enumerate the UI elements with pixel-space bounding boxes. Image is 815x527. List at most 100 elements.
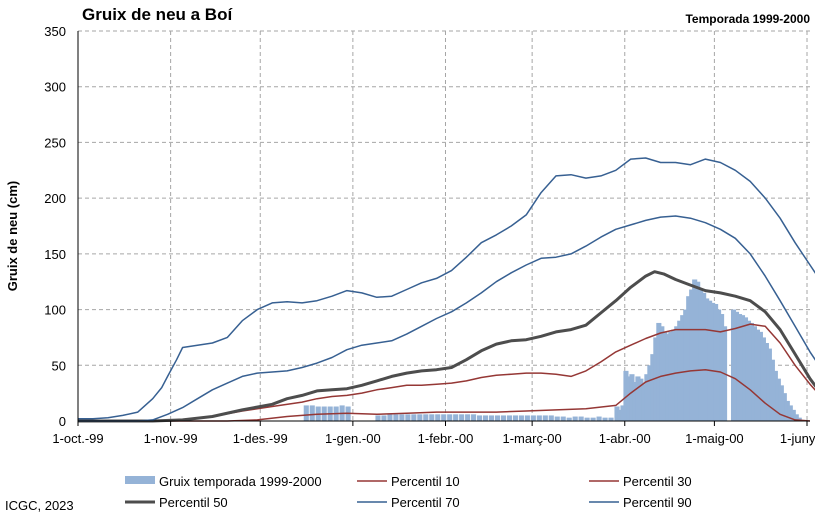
bar: [790, 409, 796, 421]
bar: [423, 414, 429, 421]
bar: [704, 298, 710, 421]
bar: [441, 414, 447, 421]
bar: [719, 314, 725, 421]
bar: [453, 414, 459, 421]
bar: [477, 415, 483, 421]
bar-series: [303, 279, 805, 421]
bar: [644, 374, 650, 421]
y-tick-label: 50: [52, 358, 66, 373]
bar: [518, 415, 524, 421]
y-tick-label: 250: [44, 135, 66, 150]
series-line: [78, 323, 815, 422]
bar: [766, 348, 772, 421]
bar: [748, 322, 755, 421]
bar: [707, 300, 713, 421]
bar: [566, 417, 572, 421]
series-line: [78, 157, 815, 420]
bar: [641, 384, 647, 421]
bar: [399, 414, 405, 421]
bar: [668, 331, 674, 421]
x-tick-label: 1-març-00: [503, 431, 562, 446]
bar: [623, 370, 629, 421]
bar: [647, 365, 653, 421]
bar: [387, 414, 393, 421]
bar: [775, 378, 781, 421]
bar: [665, 334, 671, 421]
y-tick-label: 300: [44, 80, 66, 95]
bar: [769, 359, 775, 421]
bar: [632, 382, 638, 421]
bar: [578, 416, 584, 421]
bar: [739, 315, 746, 421]
series-line: [78, 215, 815, 422]
bar: [465, 414, 471, 421]
bar: [736, 314, 743, 421]
bar: [787, 405, 793, 421]
legend-label: Percentil 70: [391, 495, 460, 510]
bar: [617, 409, 623, 421]
bar: [405, 414, 411, 421]
bar: [742, 317, 749, 421]
bar: [488, 415, 495, 421]
bar: [471, 414, 477, 421]
chart-subtitle: Temporada 1999-2000: [685, 12, 810, 26]
bar: [683, 309, 689, 421]
bar: [760, 337, 766, 421]
bar: [560, 416, 566, 421]
legend-label: Gruix temporada 1999-2000: [159, 474, 322, 489]
bar: [482, 415, 489, 421]
bar: [429, 414, 435, 421]
bar: [459, 414, 465, 421]
y-tick-label: 100: [44, 303, 66, 318]
bar: [417, 414, 423, 421]
bar: [710, 302, 716, 421]
bar: [614, 406, 620, 421]
x-tick-label: 1-des.-99: [233, 431, 288, 446]
bar: [716, 309, 722, 421]
x-tick-label: 1-juny-00: [780, 431, 815, 446]
bar: [638, 378, 644, 421]
bar: [781, 393, 787, 421]
bar: [309, 405, 315, 421]
bar: [554, 416, 560, 421]
x-tick-label: 1-maig-00: [685, 431, 744, 446]
bar: [692, 279, 698, 421]
bar: [303, 405, 309, 421]
bar: [596, 416, 602, 421]
bar: [796, 417, 802, 421]
bar: [608, 417, 614, 421]
bar: [662, 331, 668, 421]
bar: [500, 415, 507, 421]
bar: [680, 315, 686, 421]
bar: [745, 320, 752, 421]
axes: 0 50 100 150 200 250 300 350 1-oct.-99 1-nov.-99 1…: [44, 24, 815, 446]
bar: [530, 415, 536, 421]
bar: [393, 414, 399, 421]
bar: [677, 320, 683, 421]
legend-label: Percentil 90: [623, 495, 692, 510]
bar: [494, 415, 501, 421]
source-credit: ICGC, 2023: [5, 498, 74, 513]
series-line: [78, 270, 815, 423]
bar: [411, 414, 417, 421]
bar: [754, 329, 760, 421]
bar: [548, 415, 554, 421]
x-tick-label: 1-abr.-00: [599, 431, 651, 446]
bar: [506, 415, 513, 421]
y-tick-label: 0: [59, 414, 66, 429]
bar: [626, 376, 632, 421]
y-axis-label: Gruix de neu (cm): [5, 181, 20, 292]
bar: [653, 337, 659, 421]
bar: [435, 414, 441, 421]
bar: [375, 415, 381, 421]
bar: [524, 415, 530, 421]
legend-label: Percentil 30: [623, 474, 692, 489]
bar: [695, 281, 701, 421]
x-tick-label: 1-febr.-00: [418, 431, 474, 446]
bar: [656, 322, 662, 421]
bar: [701, 292, 707, 421]
bar: [730, 309, 737, 421]
bar: [698, 289, 704, 421]
bar: [381, 415, 387, 421]
